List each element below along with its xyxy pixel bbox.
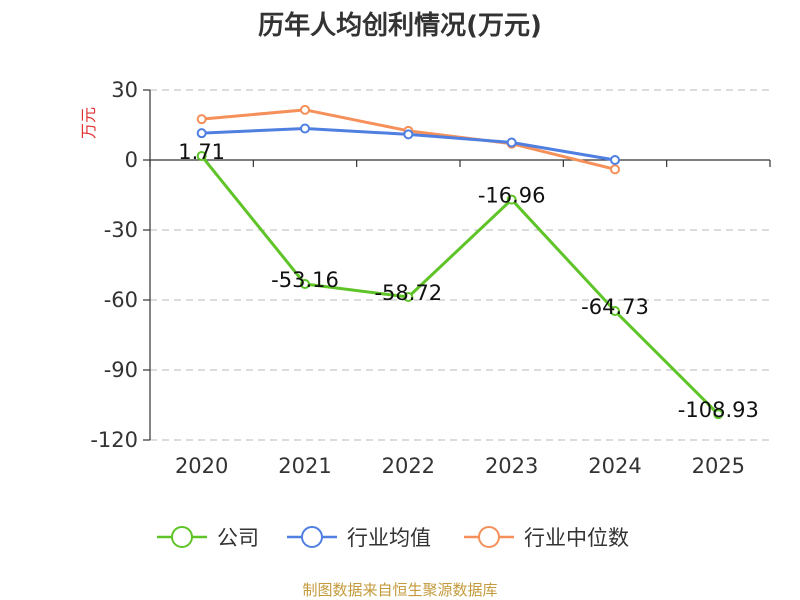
data-label: -108.93 <box>678 398 759 422</box>
data-point-company <box>403 292 414 303</box>
data-point-industry_avg <box>403 129 414 140</box>
legend: 公司 行业均值 行业中位数 <box>157 526 629 550</box>
data-label: -64.73 <box>581 295 649 319</box>
series-lines <box>196 104 724 420</box>
data-label: -58.72 <box>374 281 442 305</box>
data-point-industry_avg <box>610 155 620 165</box>
legend-label: 行业中位数 <box>524 526 629 550</box>
data-point-company <box>610 306 620 317</box>
y-tick-label: -30 <box>104 218 138 242</box>
series-industry_avg <box>196 123 620 165</box>
y-tick-label: -120 <box>90 428 138 452</box>
x-tick-label: 2025 <box>692 454 745 478</box>
series-line-company <box>200 155 720 416</box>
legend-circle-marker <box>171 526 193 548</box>
data-point-company <box>196 151 207 162</box>
series-company <box>196 151 724 420</box>
y-tick-label: 30 <box>111 78 138 102</box>
data-label: 1.71 <box>178 140 225 164</box>
data-point-industry_avg <box>196 128 207 139</box>
data-point-industry_avg <box>506 137 517 148</box>
gridlines <box>150 89 770 441</box>
legend-item-industry_avg: 行业均值 <box>287 526 431 550</box>
legend-item-company: 公司 <box>157 526 259 550</box>
data-point-industry_median <box>300 104 310 115</box>
legend-label: 公司 <box>217 526 259 550</box>
data-point-industry_avg <box>300 123 310 134</box>
y-tick-label: -60 <box>104 288 138 312</box>
data-label: -16.96 <box>478 184 546 208</box>
legend-circle-marker <box>478 526 500 548</box>
y-axis-unit-label: 万元 <box>79 107 98 139</box>
x-tick-label: 2024 <box>588 454 641 478</box>
data-point-company <box>506 194 517 205</box>
data-source-note: 制图数据来自恒生聚源数据库 <box>302 581 497 599</box>
chart-title: 历年人均创利情况(万元) <box>258 10 542 41</box>
data-point-company <box>713 409 724 420</box>
y-tick-label: 0 <box>125 148 138 172</box>
legend-item-industry_median: 行业中位数 <box>464 526 629 550</box>
legend-circle-marker <box>301 526 323 548</box>
data-label: -53.16 <box>271 268 339 292</box>
data-point-industry_median <box>196 114 207 125</box>
data-point-industry_median <box>610 164 620 175</box>
x-tick-label: 2021 <box>278 454 331 478</box>
y-tick-label: -90 <box>104 358 138 382</box>
x-tick-label: 2023 <box>485 454 538 478</box>
data-point-company <box>300 279 310 290</box>
axes: 30 0 -30 -60 -90 -120 2020 2021 2022 2023 2024 2025 <box>90 78 771 478</box>
data-labels: 1.71 -53.16 -58.72 -16.96 -64.73 -108.93 <box>178 140 759 422</box>
series-industry_median <box>196 104 620 175</box>
x-tick-label: 2022 <box>382 454 435 478</box>
legend-label: 行业均值 <box>347 526 431 550</box>
x-tick-label: 2020 <box>175 454 228 478</box>
